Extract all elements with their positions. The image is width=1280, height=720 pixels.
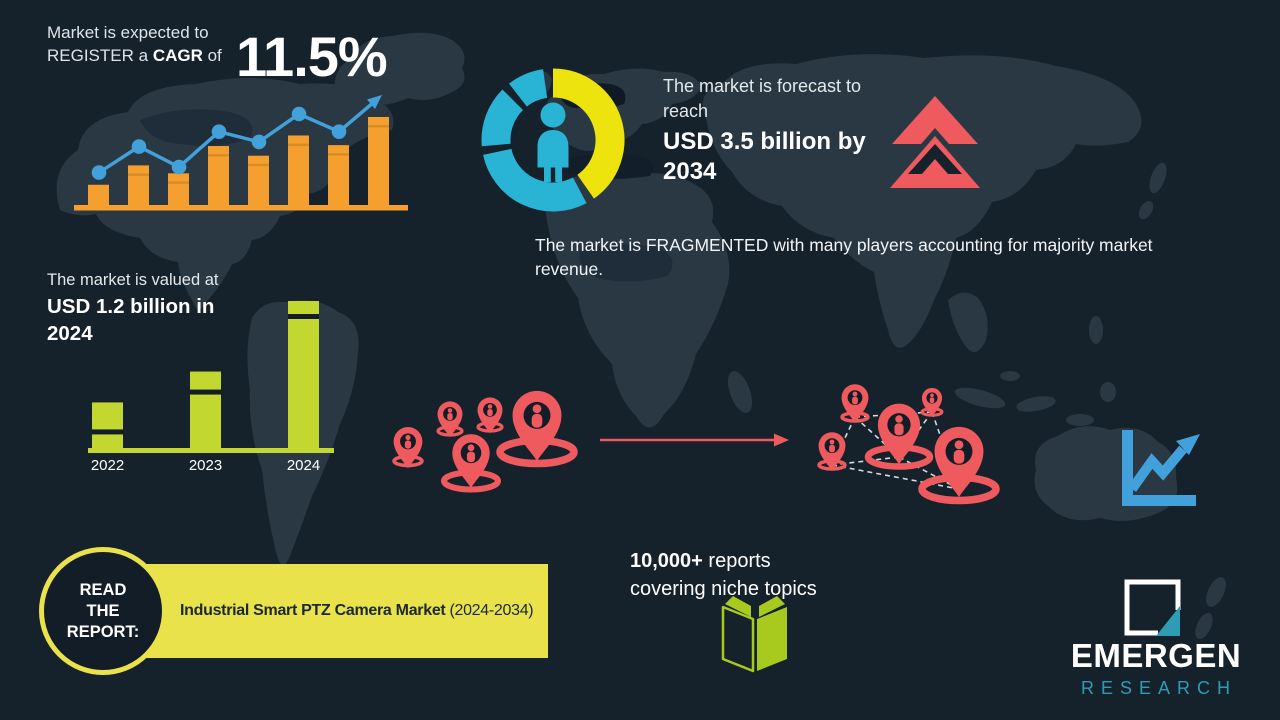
location-pin-icon: [452, 434, 490, 488]
report-title: Industrial Smart PTZ Camera Market: [180, 602, 446, 619]
cagr-line1: Market is expected to: [47, 23, 209, 42]
svg-text:2023: 2023: [189, 457, 222, 474]
location-pin-icon: [477, 397, 503, 434]
logo-name: EMERGEN: [1070, 637, 1242, 674]
expansion-right-arrow: [600, 433, 789, 447]
person-donut-chart: [481, 68, 625, 212]
location-pin-icon: [934, 426, 984, 498]
svg-text:2022: 2022: [91, 457, 124, 474]
location-pin-icon: [393, 427, 423, 469]
forecast-block: The market is forecast to reach USD 3.5 …: [663, 74, 918, 187]
report-period: (2024-2034): [449, 602, 534, 619]
read-the-report-button[interactable]: READ THE REPORT:: [39, 547, 167, 675]
cagr-caption: Market is expected to REGISTER a CAGR of: [47, 23, 222, 65]
cagr-trend-chart: [74, 95, 408, 211]
svg-text:2024: 2024: [287, 457, 320, 474]
valuation-value: USD 1.2 billion in 2024: [47, 295, 215, 345]
cagr-value: 11.5%: [236, 25, 388, 88]
reports-stat-block: 10,000+ reports covering niche topics: [630, 547, 817, 603]
forecast-intro: The market is forecast to reach: [663, 76, 862, 121]
location-pin-icon: [877, 403, 921, 465]
market-valuation-chart: 2022 2023 2024: [88, 301, 334, 474]
fragmented-note: The market is FRAGMENTED with many playe…: [535, 235, 1153, 279]
connected-players-pins-cluster: [817, 384, 1000, 505]
emergen-logo-mark[interactable]: [1124, 579, 1181, 636]
report-title-banner[interactable]: Industrial Smart PTZ Camera Market (2024…: [118, 564, 548, 658]
reports-count: 10,000+: [630, 550, 703, 572]
location-pin-icon: [437, 401, 463, 438]
continents: [56, 32, 1226, 640]
person-icon: [537, 102, 569, 182]
logo-subtitle: RESEARCH: [1080, 678, 1238, 698]
location-pin-icon: [818, 432, 846, 471]
location-pin-icon: [921, 387, 943, 417]
open-book-icon: [721, 596, 787, 673]
emergen-logo-text[interactable]: EMERGEN RESEARCH: [1058, 637, 1254, 699]
double-chevron-up-icon: [890, 96, 980, 188]
reports-line2: covering niche topics: [630, 578, 817, 600]
valuation-intro: The market is valued at: [47, 271, 219, 289]
growth-chart-icon: [1122, 430, 1200, 506]
valuation-block: The market is valued at USD 1.2 billion …: [47, 269, 265, 347]
forecast-value: USD 3.5 billion by 2034: [663, 128, 866, 185]
players-pins-cluster: [392, 390, 578, 493]
location-pin-icon: [512, 390, 562, 462]
